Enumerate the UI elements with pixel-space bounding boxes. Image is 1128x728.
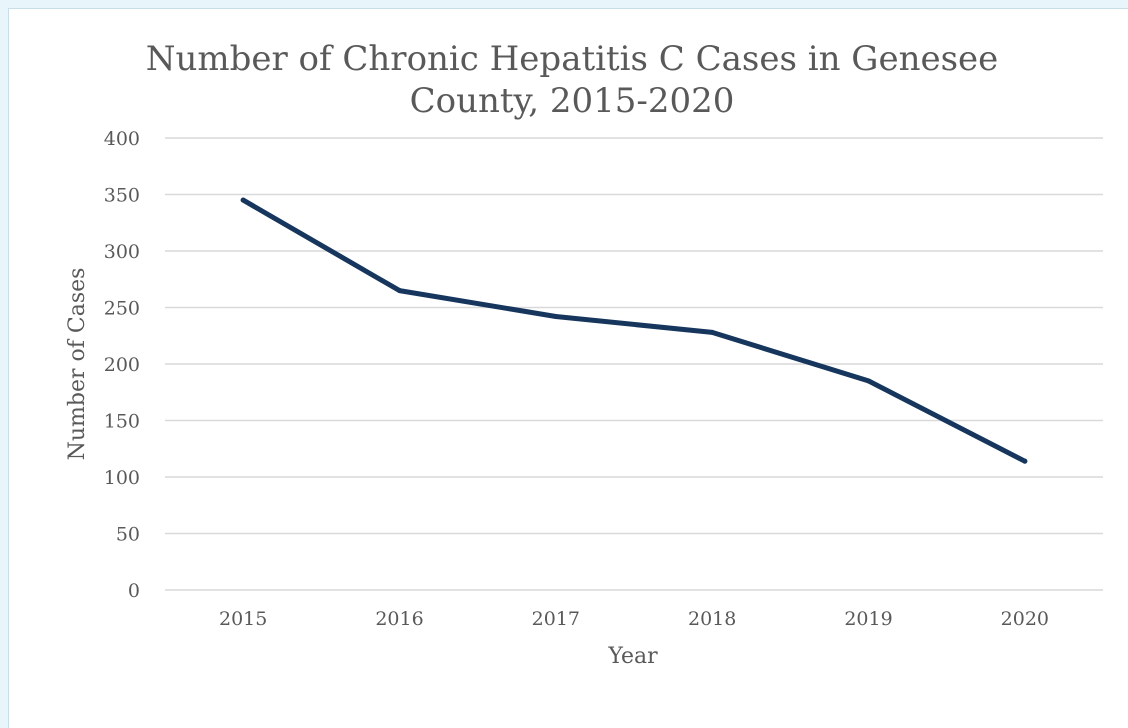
y-tick-label: 350 — [104, 185, 140, 207]
x-tick-label: 2020 — [1001, 608, 1049, 630]
y-tick-label: 0 — [128, 580, 140, 602]
x-axis-label: Year — [607, 644, 658, 669]
chart-title-line-1: Number of Chronic Hepatitis C Cases in G… — [146, 39, 999, 79]
series-line — [240, 197, 1028, 464]
chart-title-line-2: County, 2015-2020 — [410, 81, 735, 121]
y-axis-label: Number of Cases — [65, 268, 90, 461]
x-tick-label: 2017 — [532, 608, 580, 630]
y-tick-label: 400 — [104, 128, 140, 150]
data-point — [397, 288, 402, 294]
x-tick-label: 2018 — [688, 608, 736, 630]
gridlines — [165, 137, 1103, 591]
data-point — [1022, 458, 1028, 464]
y-tick-label: 250 — [104, 298, 140, 320]
x-axis-ticks: 2015 2016 2017 2018 2019 2020 — [219, 608, 1049, 630]
x-tick-label: 2016 — [375, 608, 423, 630]
x-tick-label: 2015 — [219, 608, 267, 630]
y-tick-label: 300 — [104, 241, 140, 263]
y-tick-label: 50 — [116, 524, 140, 546]
data-point — [553, 314, 559, 320]
data-point — [866, 378, 871, 384]
data-point — [240, 197, 246, 203]
x-tick-label: 2019 — [844, 608, 892, 630]
y-tick-label: 100 — [104, 467, 140, 489]
y-tick-label: 150 — [104, 411, 140, 433]
series-layer — [240, 197, 1028, 464]
y-axis-ticks: 0 50 100 150 200 250 300 350 400 — [104, 128, 140, 602]
chart-frame — [8, 8, 1128, 728]
y-tick-label: 200 — [104, 354, 140, 376]
data-point — [709, 329, 715, 335]
